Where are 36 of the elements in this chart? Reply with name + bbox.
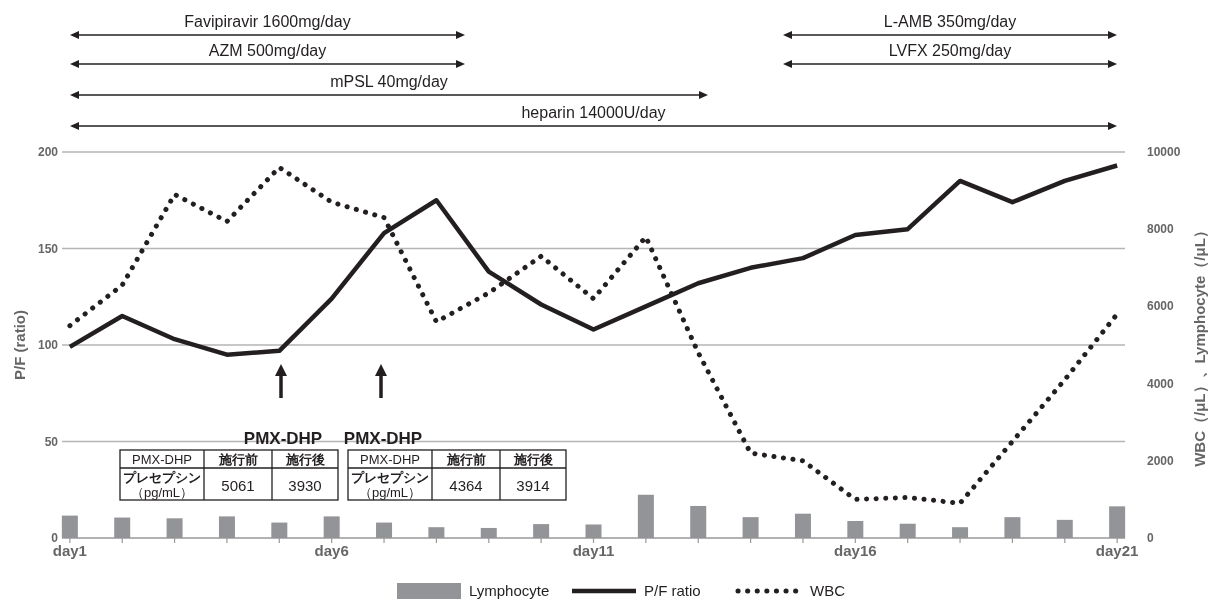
text: AZM 500mg/day — [208, 42, 327, 59]
y-tick-label: 200 — [37, 145, 59, 159]
text: Favipiravir 1600mg/day — [184, 13, 351, 30]
annotation: プレセプシン（pg/mL） — [351, 470, 429, 500]
y2-tick-label: 4000 — [1147, 376, 1175, 391]
text: LVFX 250mg/day — [888, 42, 1012, 59]
annotation: PMX-DHP — [243, 429, 323, 448]
y2-tick-label: 0 — [1147, 531, 1154, 545]
y-tick-label: 50 — [44, 434, 59, 449]
y-axis-title: P/F (ratio) — [11, 310, 28, 380]
y-tick-label: 100 — [37, 338, 59, 352]
annotation: 3930 — [288, 477, 322, 494]
annotation: PMX-DHP — [343, 429, 423, 448]
annotation: プレセプシン（pg/mL） — [123, 470, 201, 500]
y-tick-label: 0 — [51, 531, 59, 545]
y2-axis-title: WBC（/μL）、Lymphocyte（/μL） — [1191, 223, 1208, 467]
legend-label: Lymphocyte — [469, 582, 550, 599]
annotation: 3914 — [516, 477, 550, 494]
y2-tick-label: 10000 — [1147, 145, 1181, 159]
annotation: 施行後 — [512, 452, 553, 467]
annotation: 5061 — [221, 477, 255, 494]
y2-tick-label: 6000 — [1147, 299, 1175, 314]
text: mPSL 40mg/day — [330, 73, 448, 90]
annotation: 施行前 — [217, 452, 258, 467]
y-tick-label: 150 — [37, 241, 59, 256]
y2-tick-label: 8000 — [1147, 222, 1175, 237]
y2-tick-label: 2000 — [1147, 453, 1175, 468]
annotation: 4364 — [449, 477, 483, 494]
annotation: 施行前 — [445, 452, 486, 467]
annotation: PMX-DHP — [360, 452, 420, 467]
legend-label: WBC — [810, 582, 846, 599]
legend-label: P/F ratio — [644, 582, 701, 599]
text: heparin 14000U/day — [521, 104, 666, 121]
annotation: PMX-DHP — [132, 452, 192, 467]
annotation: 施行後 — [284, 452, 325, 467]
text: L-AMB 350mg/day — [883, 13, 1017, 30]
